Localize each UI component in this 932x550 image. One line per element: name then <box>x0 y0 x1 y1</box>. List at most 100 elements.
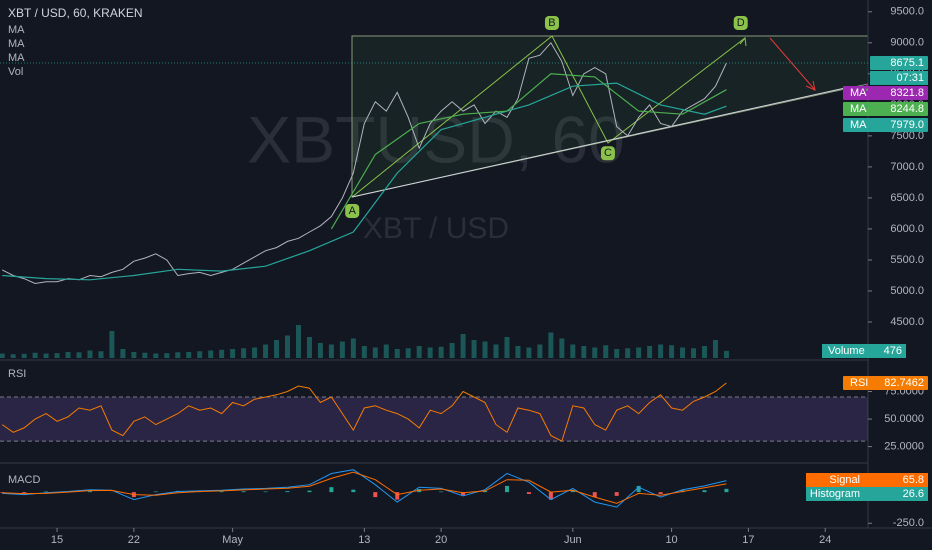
tag-box <box>870 55 928 70</box>
volume-bar <box>460 334 466 358</box>
volume-bar <box>526 347 532 358</box>
countdown: 07:31 <box>896 72 924 84</box>
volume-bar <box>515 346 521 358</box>
volume-bar <box>295 325 301 358</box>
tag-anchor <box>866 88 868 91</box>
annotation-box <box>600 146 615 161</box>
volume-bar <box>405 348 411 358</box>
tag-name: Signal <box>829 474 860 486</box>
volume-bar <box>438 346 444 358</box>
y-tick-label: 9500.0 <box>890 6 924 18</box>
volume-bar <box>32 352 38 358</box>
volume-bar <box>230 349 236 358</box>
x-tick-label: 22 <box>128 534 140 546</box>
volume-bar <box>723 350 729 358</box>
volume-bar <box>43 353 49 358</box>
volume-bar <box>306 337 312 358</box>
y-tick-label: 25.0000 <box>884 440 924 452</box>
y-tick-label: 6000.0 <box>890 223 924 235</box>
volume-bar <box>65 352 71 358</box>
volume-bar <box>658 344 664 358</box>
chart-title: XBT / USD, 60, KRAKEN <box>8 6 143 20</box>
volume-bar <box>98 351 104 358</box>
volume-bar <box>614 349 620 358</box>
volume-bar <box>636 347 642 358</box>
volume-bar <box>175 352 181 358</box>
trend-line <box>351 87 846 198</box>
histogram-bar <box>439 491 444 493</box>
histogram-bar <box>724 488 729 493</box>
volume-bar <box>416 346 422 358</box>
volume-bar <box>339 341 345 358</box>
volume-bar <box>647 346 653 358</box>
histogram-bar <box>483 490 488 493</box>
volume-bar <box>0 353 5 358</box>
volume-bar <box>361 346 367 358</box>
volume-bar <box>680 347 686 358</box>
tag-box <box>843 375 928 390</box>
arrow-head <box>805 80 816 91</box>
x-tick-label: 17 <box>742 534 754 546</box>
x-tick-label: 20 <box>435 534 447 546</box>
tag-anchor <box>866 105 868 108</box>
tag-name: Histogram <box>810 488 860 500</box>
rsi-band <box>0 397 868 442</box>
volume-bar <box>449 343 455 358</box>
x-tick-label: 24 <box>819 534 831 546</box>
tag-name: MA <box>850 119 867 131</box>
tag-value: 476 <box>884 345 902 357</box>
tag-anchor <box>866 83 868 86</box>
volume-bar <box>263 344 269 358</box>
histogram-bar <box>44 491 49 493</box>
price-line <box>1 41 727 285</box>
tag-value: 7979.0 <box>890 119 924 131</box>
tag-box <box>870 70 928 85</box>
tag-value: 8244.8 <box>890 103 924 115</box>
volume-bar <box>317 343 323 358</box>
tag-box <box>806 487 928 501</box>
rsi-title: RSI <box>8 368 26 380</box>
y-tick-label: 5500.0 <box>890 254 924 266</box>
volume-bar <box>691 348 697 358</box>
histogram-bar <box>153 491 158 493</box>
y-tick-label: -250.0 <box>893 517 924 529</box>
volume-bar <box>109 331 115 358</box>
y-tick-label: 50.0000 <box>884 413 924 425</box>
histogram-bar <box>373 492 378 498</box>
volume-bar <box>241 348 247 358</box>
y-tick-label: 5000.0 <box>890 285 924 297</box>
arrow-red <box>769 37 816 91</box>
arrow-head <box>739 36 747 47</box>
tag-value: 26.6 <box>903 488 924 500</box>
x-tick-label: 15 <box>51 534 63 546</box>
volume-bar <box>592 347 598 358</box>
volume-bar <box>482 341 488 358</box>
watermark: XBTUSD, 60 <box>247 102 625 176</box>
y-tick-label: 7000.0 <box>890 161 924 173</box>
tag-box <box>843 85 928 100</box>
tag-value: 8321.8 <box>890 87 924 99</box>
volume-bar <box>197 351 203 358</box>
histogram-bar <box>570 490 575 493</box>
volume-bar <box>548 332 554 358</box>
annotation-box <box>733 15 748 30</box>
histogram-bar <box>504 485 509 493</box>
volume-bar <box>87 350 93 358</box>
volume-bar <box>471 340 477 358</box>
volume-bar <box>570 344 576 358</box>
volume-bar <box>603 345 609 358</box>
tag-value: 8675.1 <box>890 57 924 69</box>
histogram-bar <box>702 490 707 493</box>
histogram-bar <box>526 492 531 495</box>
tag-box <box>806 473 928 487</box>
y-tick-label: 9000.0 <box>890 37 924 49</box>
histogram-bar <box>285 491 290 493</box>
tag-box <box>843 101 928 116</box>
macd-line <box>2 471 727 504</box>
volume-bar <box>625 348 631 358</box>
y-tick-label: 4500.0 <box>890 316 924 328</box>
volume-bar <box>120 349 126 358</box>
histogram-bar <box>263 491 268 493</box>
